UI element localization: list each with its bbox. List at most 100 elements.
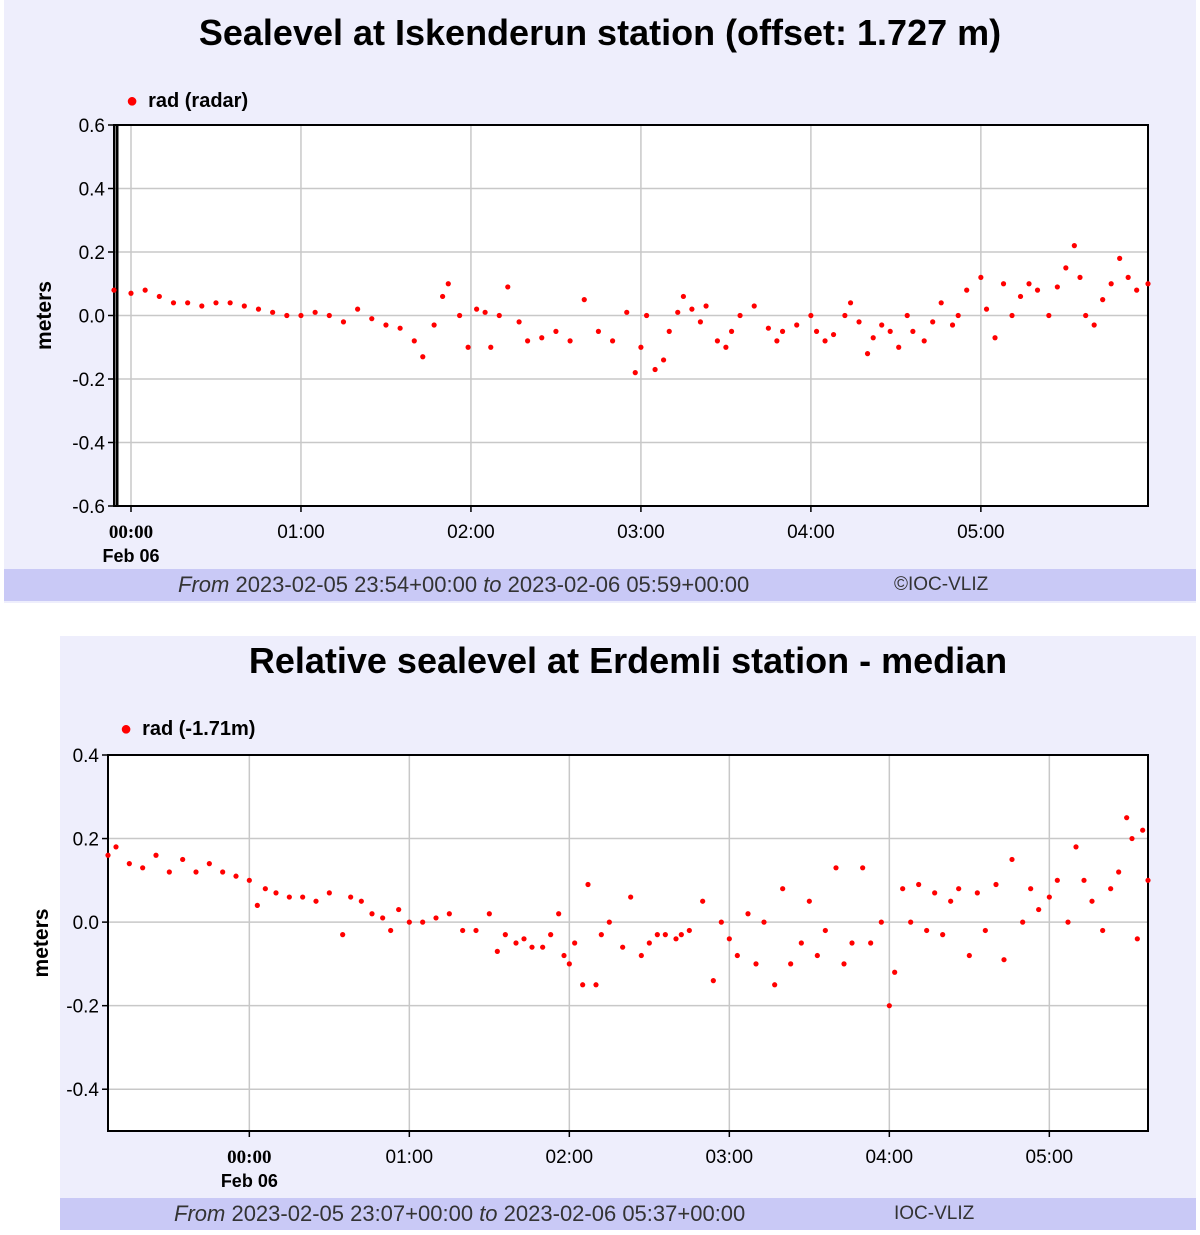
data-point <box>646 940 652 946</box>
y-tick-label: -0.4 <box>66 1080 99 1101</box>
data-point <box>465 344 471 350</box>
legend-label: rad (-1.71m) <box>142 718 256 740</box>
data-point <box>652 366 658 373</box>
y-tick-label: -0.4 <box>72 434 105 455</box>
y-tick-label: 0.2 <box>79 243 105 264</box>
data-point <box>660 357 667 363</box>
data-point <box>728 328 735 334</box>
data-point <box>567 338 573 344</box>
y-tick-label: 0.0 <box>73 913 99 934</box>
data-point <box>1140 827 1146 833</box>
data-point <box>1065 919 1071 925</box>
data-point <box>1124 815 1130 821</box>
x-tick-label: 04:00 <box>866 1147 914 1168</box>
data-point <box>1129 835 1135 842</box>
data-point <box>1081 877 1087 883</box>
data-point <box>206 861 212 867</box>
data-point <box>369 316 375 322</box>
data-point <box>556 911 562 917</box>
data-point <box>908 919 914 925</box>
data-point <box>714 338 721 344</box>
data-point <box>312 309 318 315</box>
data-point <box>1116 869 1122 875</box>
data-point <box>966 952 972 959</box>
data-point <box>938 300 944 306</box>
data-point <box>753 961 759 967</box>
data-point <box>505 284 511 290</box>
data-point <box>856 319 862 325</box>
data-point <box>638 952 644 959</box>
chart-title: Relative sealevel at Erdemli station - m… <box>248 640 1008 681</box>
data-point <box>1054 284 1060 290</box>
data-point <box>1145 877 1151 883</box>
data-point <box>113 844 119 850</box>
x-tick-label: 01:00 <box>386 1147 434 1168</box>
x-tick-label: 00:00 <box>227 1147 271 1168</box>
data-point <box>886 1003 892 1009</box>
data-point <box>780 886 786 892</box>
data-point <box>340 932 346 938</box>
data-point <box>916 881 922 888</box>
data-point <box>142 287 148 293</box>
data-point <box>270 309 276 315</box>
data-point <box>241 303 247 309</box>
data-point <box>411 338 417 344</box>
data-point <box>948 898 954 904</box>
data-point <box>529 944 535 950</box>
data-point <box>904 312 910 319</box>
data-point <box>300 894 306 900</box>
data-point <box>262 886 268 892</box>
data-point <box>1145 281 1151 287</box>
data-point <box>751 303 757 309</box>
data-point <box>620 944 626 950</box>
data-point <box>397 325 403 331</box>
x-tick-label: 00:00 <box>109 522 153 543</box>
credit-label: ©IOC-VLIZ <box>894 574 989 595</box>
data-point <box>313 898 319 904</box>
y-tick-label: -0.2 <box>66 997 99 1018</box>
data-point <box>842 312 848 319</box>
data-point <box>358 898 364 904</box>
data-point <box>199 303 205 309</box>
data-point <box>111 287 117 293</box>
data-point <box>806 898 812 904</box>
data-point <box>1073 844 1079 850</box>
data-point <box>686 927 692 934</box>
data-point <box>1100 297 1106 303</box>
data-point <box>956 886 962 892</box>
data-point <box>1108 886 1114 892</box>
data-point <box>930 319 936 325</box>
time-range-footer: From 2023-02-05 23:07+00:00 to 2023-02-0… <box>60 1198 1196 1230</box>
data-point <box>1089 898 1095 904</box>
data-point <box>849 940 855 946</box>
data-point <box>700 898 706 904</box>
data-point <box>431 322 437 328</box>
data-point <box>1054 877 1060 883</box>
chart-plot-erdemli: 0.4 0.2 0.0 -0.2 -0.4 00:00 Feb 06 01:00 02:00 03… <box>30 746 1151 1191</box>
data-point <box>654 932 660 938</box>
data-point <box>286 894 292 900</box>
data-point <box>726 936 732 942</box>
data-point <box>128 290 134 296</box>
data-point <box>718 919 724 925</box>
data-point <box>788 961 794 967</box>
data-point <box>1134 287 1140 293</box>
data-point <box>170 300 177 306</box>
data-point <box>254 902 260 908</box>
data-point <box>460 927 466 934</box>
data-point <box>348 894 354 900</box>
data-point <box>1034 287 1041 293</box>
data-point <box>606 919 612 925</box>
data-point <box>870 335 876 341</box>
data-point <box>798 940 804 946</box>
data-point <box>598 932 604 938</box>
data-point <box>666 328 672 334</box>
data-point <box>643 312 650 319</box>
y-tick-label: 0.4 <box>79 180 106 201</box>
data-point <box>581 297 587 303</box>
data-point <box>1091 322 1097 328</box>
data-point <box>761 919 767 925</box>
data-point <box>273 890 279 896</box>
data-point <box>814 952 820 959</box>
x-tick-label: 03:00 <box>617 522 665 543</box>
